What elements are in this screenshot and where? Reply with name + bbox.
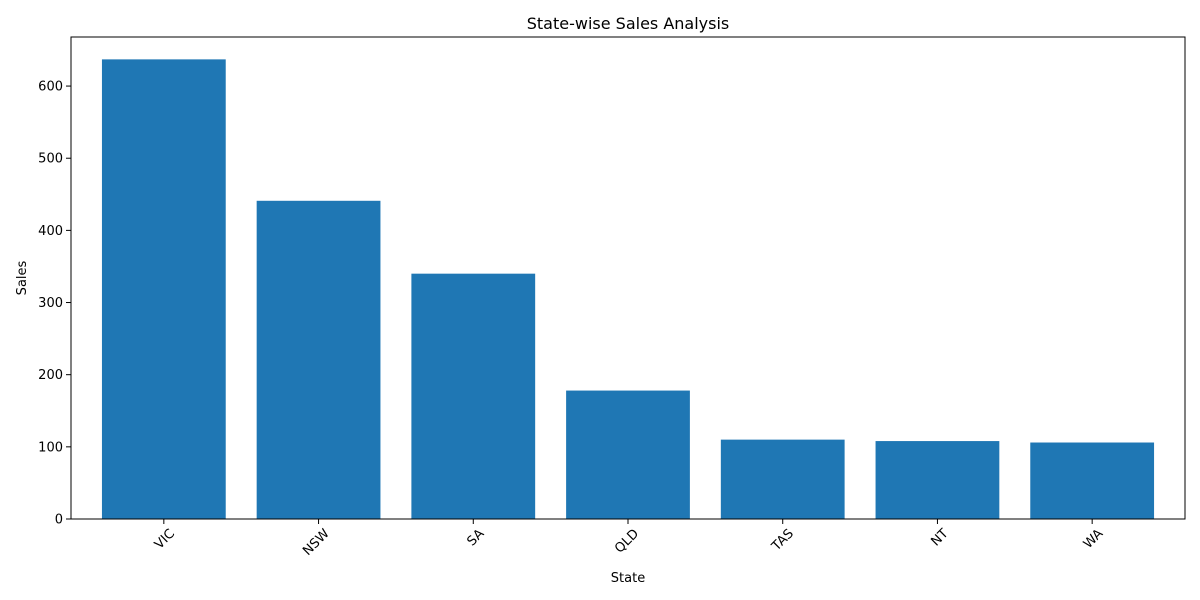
- x-tick-label-qld: QLD: [612, 526, 642, 556]
- y-tick-label: 0: [55, 513, 63, 528]
- bar-nsw: [256, 200, 381, 520]
- x-axis-ticks: VIC NSW SA QLD TAS NT WA: [152, 519, 1106, 559]
- chart-title: State-wise Sales Analysis: [527, 14, 730, 33]
- x-axis-label: State: [611, 571, 645, 586]
- x-tick-label-tas: TAS: [769, 526, 797, 554]
- y-axis-ticks: 0 100 200 300 400 500 600: [38, 80, 71, 528]
- bar-wa: [1030, 442, 1155, 519]
- y-tick-label: 300: [38, 296, 63, 311]
- y-tick-label: 500: [38, 152, 63, 167]
- y-tick-label: 400: [38, 224, 63, 239]
- x-tick-label-vic: VIC: [152, 526, 178, 552]
- bar-sa: [411, 273, 536, 519]
- x-tick-label-sa: SA: [465, 526, 488, 549]
- y-axis-label: Sales: [15, 260, 30, 295]
- bar-qld: [566, 390, 690, 519]
- bar-tas: [720, 439, 845, 519]
- y-tick-label: 200: [38, 368, 63, 383]
- y-tick-label: 600: [38, 80, 63, 95]
- y-tick-label: 100: [38, 440, 63, 455]
- x-tick-label-nt: NT: [928, 526, 951, 549]
- bar-vic: [101, 59, 226, 520]
- x-tick-label-wa: WA: [1081, 526, 1107, 552]
- bars-group: [101, 59, 1155, 520]
- x-tick-label-nsw: NSW: [300, 526, 333, 559]
- bar-nt: [875, 441, 1000, 519]
- plot-frame: [70, 36, 1186, 520]
